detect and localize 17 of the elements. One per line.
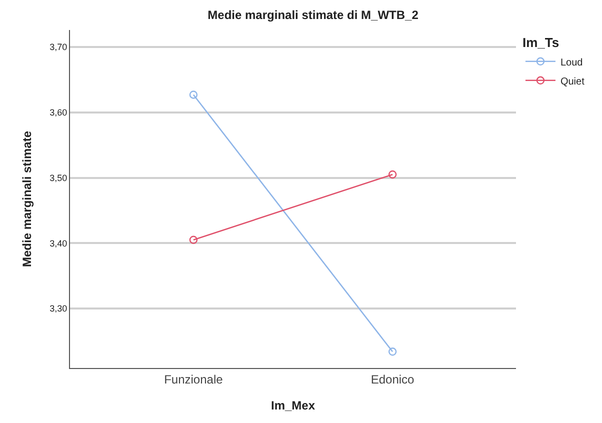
x-axis-title: Im_Mex [270, 398, 316, 412]
y-tick-label: 3,70 [50, 42, 68, 52]
x-tick-label: Funzionale [164, 372, 224, 386]
chart-title: Medie marginali stimate di M_WTB_2 [208, 8, 419, 22]
y-tick-label: 3,60 [50, 108, 68, 118]
legend-label: Quiet [560, 76, 585, 88]
x-tick-label: Edonico [370, 372, 415, 386]
point [189, 236, 198, 244]
point [189, 90, 198, 99]
y-tick-label: 3,50 [50, 172, 68, 183]
y-tick-label: 3,40 [50, 238, 68, 248]
legend-label: Loud [560, 57, 583, 68]
legend-title: Im_Ts [522, 34, 560, 50]
y-tick-label: 3,30 [50, 304, 68, 314]
point [388, 348, 397, 356]
point [388, 170, 397, 179]
y-axis-title: Medie marginali stimate [20, 130, 34, 268]
